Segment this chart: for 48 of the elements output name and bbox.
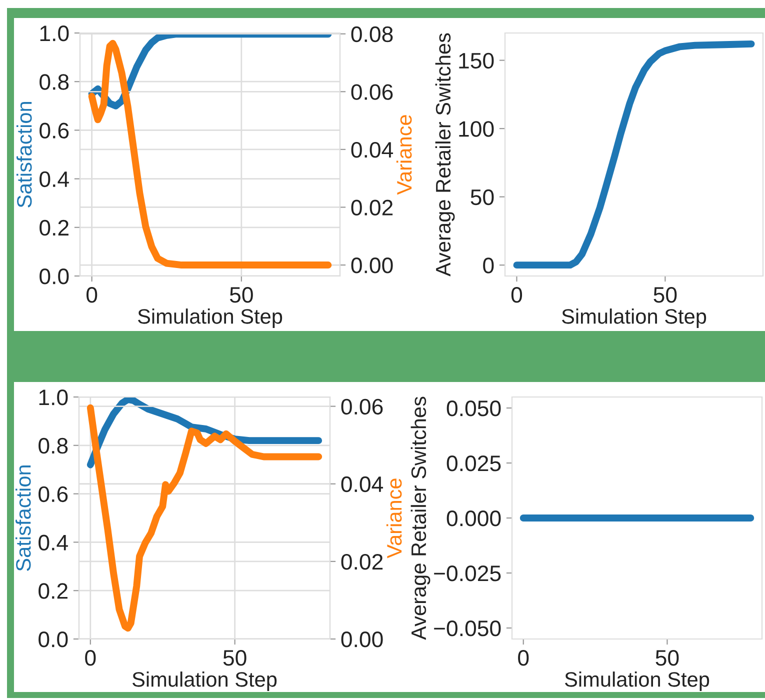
x-tick-label: 50 xyxy=(656,650,679,666)
y2-tick-label: 0.06 xyxy=(341,398,383,415)
y-tick-label: 0.4 xyxy=(40,171,69,188)
y-tick-label: 0.2 xyxy=(38,583,68,599)
y-tick-label: 50 xyxy=(470,189,494,206)
x-tick-label: 0 xyxy=(86,287,98,303)
y2-tick-label: 0.08 xyxy=(351,26,393,42)
x-tick-label: 0 xyxy=(85,650,96,666)
y2-axis-title: Variance xyxy=(396,115,412,195)
y-tick-label: 0.6 xyxy=(40,122,69,138)
y2-tick-label: 0.04 xyxy=(351,142,394,158)
x-tick-label: 50 xyxy=(230,287,253,303)
x-tick-label: 0 xyxy=(518,650,529,666)
x-axis-title: Simulation Step xyxy=(132,672,277,691)
x-axis-title: Simulation Step xyxy=(564,672,710,691)
y-tick-label: 0 xyxy=(483,258,494,274)
y-tick-label: 1.0 xyxy=(40,26,69,42)
y-tick-label: 0.0 xyxy=(38,632,68,648)
y-tick-label: 0.025 xyxy=(446,456,501,472)
x-tick-label: 50 xyxy=(654,287,677,303)
y-tick-label: 0.0 xyxy=(40,268,69,284)
y-axis-title: Satisfaction xyxy=(16,102,32,208)
y2-tick-label: 0.06 xyxy=(351,84,393,100)
y-tick-label: 150 xyxy=(459,52,494,69)
y-tick-label: 0.6 xyxy=(38,486,68,502)
y-tick-label: 100 xyxy=(459,121,494,137)
y-axis-title: Average Retailer Switches xyxy=(435,33,455,276)
y2-tick-label: 0.00 xyxy=(341,632,383,648)
y-tick-label: 0.050 xyxy=(446,400,501,416)
x-axis-title: Simulation Step xyxy=(138,308,282,328)
y-tick-label: 1.0 xyxy=(39,390,68,406)
y-tick-label: 0.8 xyxy=(38,438,68,454)
y2-axis-title: Variance xyxy=(386,478,402,558)
y-tick-label: −0.025 xyxy=(434,566,501,582)
y-axis-title: Satisfaction xyxy=(15,466,31,571)
y-tick-label: 0.000 xyxy=(446,510,501,526)
y2-tick-label: 0.00 xyxy=(351,258,393,274)
x-tick-label: 50 xyxy=(223,650,246,666)
y2-tick-label: 0.04 xyxy=(341,476,384,492)
x-axis-title: Simulation Step xyxy=(562,308,706,328)
y2-tick-label: 0.02 xyxy=(351,200,393,216)
y-tick-label: 0.8 xyxy=(40,74,69,90)
y2-tick-label: 0.02 xyxy=(341,554,383,570)
y-tick-label: −0.050 xyxy=(434,620,501,636)
y-tick-label: 0.2 xyxy=(40,220,68,236)
y-axis-title: Average Retailer Switches xyxy=(410,396,430,640)
y-tick-label: 0.4 xyxy=(38,534,68,550)
x-tick-label: 0 xyxy=(511,287,522,303)
